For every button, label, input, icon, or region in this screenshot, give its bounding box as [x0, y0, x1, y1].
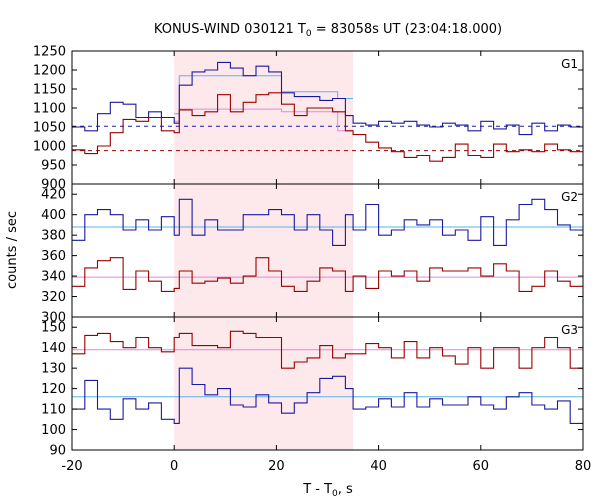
g3-series-0: [72, 330, 583, 369]
g1-ytick-label-950: 950: [41, 159, 66, 174]
xtick-label-60: 60: [473, 459, 490, 474]
g2-panel-label: G2: [561, 190, 578, 204]
xtick-label-40: 40: [370, 459, 387, 474]
g2-ytick-label-400: 400: [41, 208, 66, 223]
x-axis-label-subscript: 0: [332, 489, 338, 499]
x-axis-label: T - T0, s: [302, 482, 353, 499]
g1-series-1: [72, 92, 583, 162]
g2-ytick-label-420: 420: [41, 188, 66, 203]
g1-ytick-label-1200: 1200: [33, 64, 66, 79]
g3-ytick-label-120: 120: [41, 382, 66, 397]
g1-ytick-label-1250: 1250: [33, 45, 66, 60]
g1-series-0: [72, 61, 583, 136]
g3-ytick-label-90: 90: [49, 444, 66, 459]
g3-panel-label: G3: [561, 323, 578, 337]
g3-ytick-label-100: 100: [41, 423, 66, 438]
g1-ytick-label-1150: 1150: [33, 83, 66, 98]
plot-layer: 900950100010501100115012001250G130032034…: [33, 45, 591, 475]
chart-title: KONUS-WIND 030121 T0 = 83058s UT (23:04:…: [154, 22, 502, 39]
xtick-label-0: 0: [170, 459, 178, 474]
g2-ytick-label-300: 300: [41, 311, 66, 326]
g3-ytick-label-140: 140: [41, 341, 66, 356]
g2-ytick-label-380: 380: [41, 229, 66, 244]
g3-ytick-label-110: 110: [41, 403, 66, 418]
chart-title-tail: = 83058s UT (23:04:18.000): [312, 22, 502, 37]
x-axis-label-tail: , s: [338, 482, 353, 497]
g1-panel-label: G1: [561, 57, 578, 71]
highlight-band: [174, 51, 354, 450]
g2-ytick-label-340: 340: [41, 270, 66, 285]
g3-ytick-label-150: 150: [41, 321, 66, 336]
chart-title-main: KONUS-WIND 030121 T: [154, 22, 306, 37]
chart-title-subscript: 0: [306, 29, 312, 39]
g1-ytick-label-1100: 1100: [33, 102, 66, 117]
g1-ytick-label-900: 900: [41, 178, 66, 193]
g2-ytick-label-320: 320: [41, 290, 66, 305]
g2-series-0: [72, 198, 583, 246]
g1-ytick-label-1050: 1050: [33, 121, 66, 136]
g3-ytick-label-130: 130: [41, 362, 66, 377]
g2-ytick-label-360: 360: [41, 249, 66, 264]
g1-ytick-label-1000: 1000: [33, 140, 66, 155]
xtick-label--20: -20: [61, 459, 82, 474]
g3-series-1: [72, 367, 583, 424]
xtick-label-20: 20: [268, 459, 285, 474]
xtick-label-80: 80: [575, 459, 592, 474]
g2-series-1: [72, 257, 583, 292]
g3-frame: [71, 316, 584, 451]
y-axis-label: counts / sec: [5, 211, 20, 289]
x-axis-label-main: T - T: [302, 482, 332, 497]
